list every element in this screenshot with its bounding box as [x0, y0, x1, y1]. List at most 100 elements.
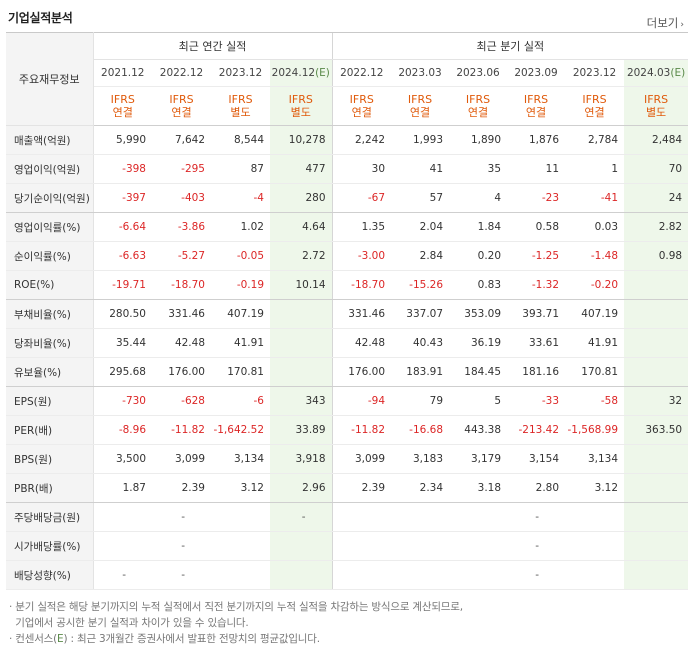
table-cell: 0.83 — [449, 270, 508, 300]
row-label: 부채비율(%) — [6, 299, 94, 329]
table-cell: 1,993 — [391, 125, 450, 155]
more-label: 더보기 — [646, 16, 679, 30]
more-link[interactable]: 더보기 › — [647, 15, 684, 31]
period-header: 2022.12 — [152, 59, 211, 87]
table-cell: -403 — [152, 183, 211, 213]
table-cell: 2,242 — [331, 125, 392, 155]
table-cell: -1,642.52 — [211, 415, 270, 445]
row-label: 당기순이익(억원) — [6, 183, 94, 213]
table-cell: 181.16 — [507, 357, 566, 387]
period-header: 2024.03(E) — [624, 59, 689, 87]
table-cell: 280.50 — [93, 299, 152, 329]
table-cell: 407.19 — [211, 299, 270, 329]
accounting-standard: IFRS 연결 — [331, 86, 392, 126]
table-cell: 2.39 — [331, 473, 392, 503]
financial-table: 주요재무정보 최근 연간 실적 최근 분기 실적 2021.12 2022.12 2… — [6, 32, 689, 590]
table-cell: 3,500 — [93, 444, 152, 474]
table-cell: -5.27 — [152, 241, 211, 271]
table-cell: -213.42 — [507, 415, 566, 445]
table-row: EPS(원) -730 -628 -6 343 -94 79 5 -33 -58 32 — [6, 386, 689, 416]
table-cell: 2.72 — [270, 241, 333, 271]
table-cell: -6.64 — [93, 212, 152, 242]
table-cell: 477 — [270, 154, 333, 184]
table-cell — [624, 502, 689, 532]
accounting-standard: IFRS 별도 — [270, 86, 333, 126]
table-cell: -1,568.99 — [565, 415, 625, 445]
table-cell: 3,918 — [270, 444, 333, 474]
period-header: 2023.09 — [507, 59, 566, 87]
table-row: 시가배당률(%) - - — [6, 531, 689, 561]
table-cell: 24 — [624, 183, 689, 213]
table-row: 주당배당금(원) - - - — [6, 502, 689, 532]
table-cell: -19.71 — [93, 270, 152, 300]
table-cell: 184.45 — [449, 357, 508, 387]
table-cell: 280 — [270, 183, 333, 213]
table-cell: 331.46 — [331, 299, 392, 329]
table-cell: 87 — [211, 154, 270, 184]
table-cell: 5,990 — [93, 125, 152, 155]
table-cell — [211, 560, 270, 590]
table-cell: 2,784 — [565, 125, 625, 155]
footnote-line: · 컨센서스(E) : 최근 3개월간 증권사에서 발표한 전망치의 평균값입니… — [9, 633, 320, 645]
table-cell: -15.26 — [391, 270, 450, 300]
accounting-standard: IFRS 연결 — [507, 86, 566, 126]
table-cell: -18.70 — [152, 270, 211, 300]
table-cell: -41 — [565, 183, 625, 213]
table-cell: 35 — [449, 154, 508, 184]
table-cell — [93, 502, 152, 532]
table-cell: 176.00 — [331, 357, 392, 387]
table-cell — [624, 473, 689, 503]
table-cell: -6.63 — [93, 241, 152, 271]
table-cell — [331, 502, 392, 532]
table-cell — [270, 531, 333, 561]
table-cell: - — [93, 560, 152, 590]
accounting-standard: IFRS 연결 — [93, 86, 152, 126]
table-cell: 295.68 — [93, 357, 152, 387]
table-cell: -11.82 — [331, 415, 392, 445]
table-row: PBR(배) 1.87 2.39 3.12 2.96 2.39 2.34 3.18 2.80 3.… — [6, 473, 689, 503]
accounting-standard: IFRS 연결 — [391, 86, 450, 126]
table-cell: -8.96 — [93, 415, 152, 445]
table-row: 영업이익(억원) -398 -295 87 477 30 41 35 11 1 70 — [6, 154, 689, 184]
table-cell — [391, 560, 450, 590]
table-cell: 3.12 — [565, 473, 625, 503]
period-header: 2022.12 — [331, 59, 392, 87]
table-cell: - — [152, 531, 211, 561]
table-cell: 7,642 — [152, 125, 211, 155]
accounting-standard: IFRS 연결 — [565, 86, 625, 126]
table-cell: 57 — [391, 183, 450, 213]
table-cell: 0.20 — [449, 241, 508, 271]
corner-header: 주요재무정보 — [6, 32, 94, 126]
chevron-right-icon: › — [680, 20, 684, 30]
footnotes: · 분기 실적은 해당 분기까지의 누적 실적에서 직전 분기까지의 누적 실적… — [9, 599, 463, 647]
table-cell: -295 — [152, 154, 211, 184]
section-title: 기업실적분석 — [8, 11, 73, 25]
table-cell: -0.05 — [211, 241, 270, 271]
table-cell: 33.61 — [507, 328, 566, 358]
table-cell: 1,890 — [449, 125, 508, 155]
table-cell — [391, 502, 450, 532]
table-cell: -33 — [507, 386, 566, 416]
table-cell: 176.00 — [152, 357, 211, 387]
table-row: 당기순이익(억원) -397 -403 -4 280 -67 57 4 -23 -41 24 — [6, 183, 689, 213]
row-label: 매출액(억원) — [6, 125, 94, 155]
table-cell — [331, 531, 392, 561]
table-cell: 4 — [449, 183, 508, 213]
table-cell: 183.91 — [391, 357, 450, 387]
table-cell: 2.80 — [507, 473, 566, 503]
table-cell: - — [507, 531, 566, 561]
table-cell — [624, 531, 689, 561]
table-cell: -730 — [93, 386, 152, 416]
table-cell: -0.19 — [211, 270, 270, 300]
table-cell — [624, 328, 689, 358]
row-label: BPS(원) — [6, 444, 94, 474]
table-cell — [565, 502, 625, 532]
table-cell: 5 — [449, 386, 508, 416]
period-header: 2023.03 — [391, 59, 450, 87]
table-cell: -11.82 — [152, 415, 211, 445]
table-cell: -18.70 — [331, 270, 392, 300]
table-cell: 170.81 — [565, 357, 625, 387]
table-cell: -6 — [211, 386, 270, 416]
table-cell: 10,278 — [270, 125, 333, 155]
table-cell: 3,099 — [331, 444, 392, 474]
